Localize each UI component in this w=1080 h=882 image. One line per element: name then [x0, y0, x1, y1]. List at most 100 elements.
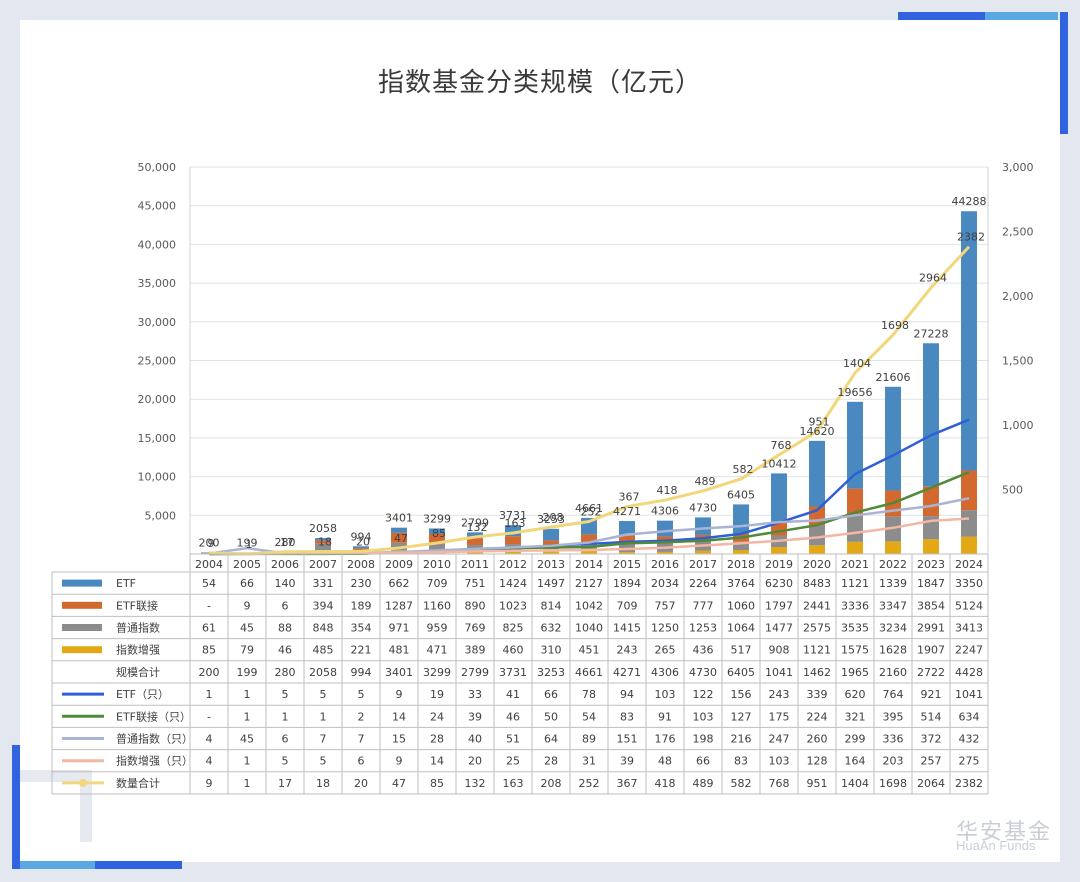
- table-cell: 1040: [575, 622, 603, 635]
- x-tick-label: 2004: [195, 558, 223, 571]
- table-cell: 1253: [689, 622, 717, 635]
- table-cell: 31: [582, 755, 596, 768]
- table-cell: 890: [465, 599, 486, 612]
- table-cell: 764: [883, 688, 904, 701]
- table-cell: 1462: [803, 666, 831, 679]
- table-cell: 959: [427, 622, 448, 635]
- table-cell: 921: [921, 688, 942, 701]
- table-cell: 189: [351, 599, 372, 612]
- bar-total-label: 994: [351, 530, 372, 543]
- bar-segment: [695, 550, 711, 554]
- table-cell: 3347: [879, 599, 907, 612]
- corner-accent-top-right-light: [985, 12, 1058, 20]
- bar-segment: [581, 534, 597, 543]
- table-cell: 208: [541, 777, 562, 790]
- table-cell: 1: [244, 688, 251, 701]
- table-cell: 3234: [879, 622, 907, 635]
- table-cell: 299: [845, 733, 866, 746]
- table-cell: 1907: [917, 644, 945, 657]
- table-cell: 45: [240, 733, 254, 746]
- table-cell: 163: [503, 777, 524, 790]
- bar-total-label: 4730: [689, 501, 717, 514]
- table-cell: 265: [655, 644, 676, 657]
- table-row-label: ETF联接: [116, 599, 158, 612]
- table-cell: 9: [206, 777, 213, 790]
- count-label: 951: [809, 415, 830, 428]
- table-cell: 751: [465, 577, 486, 590]
- bar-segment: [429, 533, 445, 543]
- table-cell: 1698: [879, 777, 907, 790]
- table-cell: 48: [658, 755, 672, 768]
- table-cell: 1797: [765, 599, 793, 612]
- y-left-tick-label: 15,000: [138, 432, 177, 445]
- x-tick-label: 2006: [271, 558, 299, 571]
- table-cell: 199: [237, 666, 258, 679]
- table-cell: 971: [389, 622, 410, 635]
- table-cell: 1041: [765, 666, 793, 679]
- bar-segment: [315, 540, 331, 544]
- x-tick-label: 2015: [613, 558, 641, 571]
- table-cell: 1023: [499, 599, 527, 612]
- table-cell: 1424: [499, 577, 527, 590]
- table-cell: 2: [358, 710, 365, 723]
- bar-total-label: 3401: [385, 512, 413, 525]
- table-cell: 3253: [537, 666, 565, 679]
- table-cell: 1628: [879, 644, 907, 657]
- count-label: 163: [505, 517, 526, 530]
- table-cell: 79: [240, 644, 254, 657]
- table-cell: 848: [313, 622, 334, 635]
- table-cell: 1: [206, 688, 213, 701]
- bar-segment: [505, 550, 521, 554]
- brand-name-en: HuaAn Funds: [956, 838, 1036, 853]
- bar-segment: [961, 510, 977, 537]
- count-label: 1: [246, 538, 253, 551]
- table-cell: 2034: [651, 577, 679, 590]
- y-left-tick-label: 40,000: [138, 238, 177, 251]
- table-cell: 3401: [385, 666, 413, 679]
- bar-segment: [657, 536, 673, 543]
- table-cell: 5: [320, 755, 327, 768]
- table-cell: 517: [731, 644, 752, 657]
- count-label: 9: [208, 537, 215, 550]
- y-right-tick-label: 1,500: [1002, 355, 1034, 368]
- table-cell: 88: [278, 622, 292, 635]
- table-row-label: 数量合计: [116, 776, 160, 790]
- bar-total-label: 44288: [952, 195, 987, 208]
- table-cell: 5: [358, 688, 365, 701]
- table-cell: 1: [244, 755, 251, 768]
- bar-total-label: 27228: [914, 327, 949, 340]
- x-tick-label: 2008: [347, 558, 375, 571]
- bar-segment: [505, 536, 521, 545]
- table-cell: 175: [769, 710, 790, 723]
- x-tick-label: 2017: [689, 558, 717, 571]
- count-label: 2382: [957, 231, 985, 244]
- table-cell: 757: [655, 599, 676, 612]
- count-label: 47: [394, 532, 408, 545]
- table-cell: 18: [316, 777, 330, 790]
- bar-total-label: 280: [275, 536, 296, 549]
- table-cell: 1: [282, 710, 289, 723]
- table-cell: 103: [769, 755, 790, 768]
- bar-segment: [809, 440, 825, 507]
- table-cell: 19: [430, 688, 444, 701]
- table-cell: 224: [807, 710, 828, 723]
- corner-accent-bottom-light: [20, 861, 95, 869]
- brand-name-cn: 华安基金: [956, 820, 1053, 845]
- table-row-label: ETF: [116, 577, 136, 590]
- bar-total-label: 14620: [800, 425, 835, 438]
- table-cell: 14: [430, 755, 444, 768]
- bar-segment: [923, 343, 939, 487]
- table-cell: 28: [430, 733, 444, 746]
- bar-segment: [467, 538, 483, 546]
- x-tick-label: 2016: [651, 558, 679, 571]
- table-cell: 122: [693, 688, 714, 701]
- table-cell: 354: [351, 622, 372, 635]
- count-label: 1404: [843, 357, 871, 370]
- table-cell: 620: [845, 688, 866, 701]
- table-cell: 2127: [575, 577, 603, 590]
- table-cell: 709: [427, 577, 448, 590]
- table-cell: 156: [731, 688, 752, 701]
- legend-swatch-bar: [62, 601, 102, 609]
- bar-segment: [429, 528, 445, 534]
- count-label: 582: [733, 463, 754, 476]
